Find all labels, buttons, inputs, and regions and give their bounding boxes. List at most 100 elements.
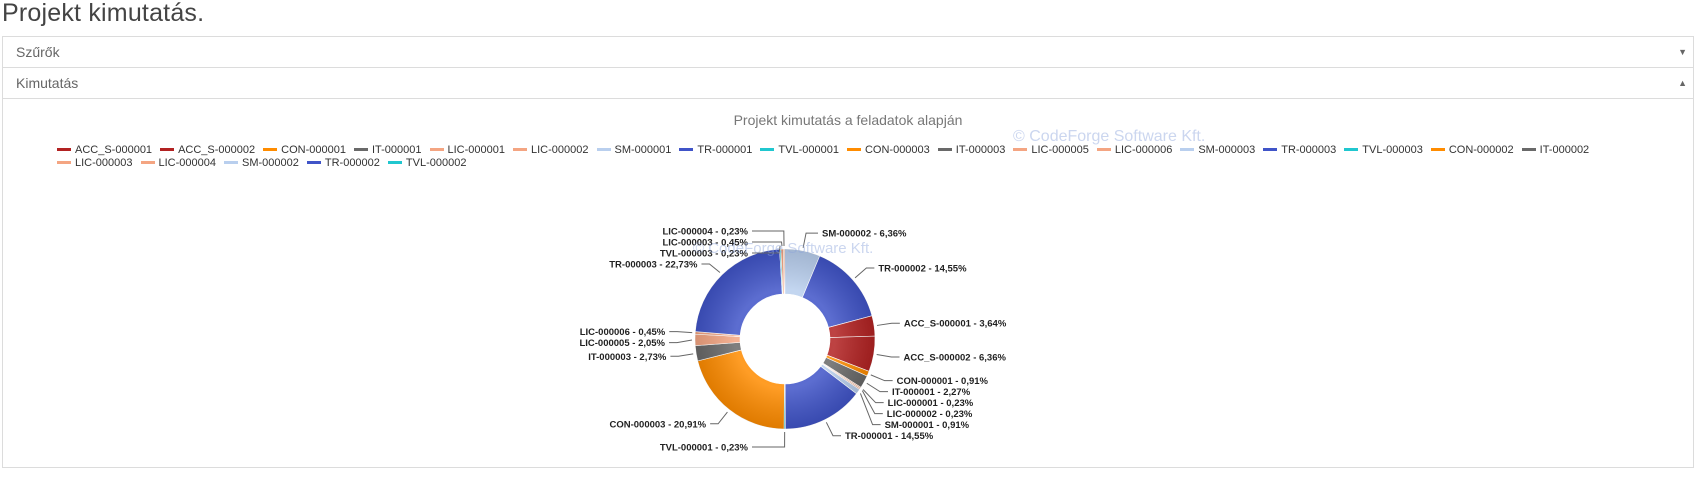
donut-slice-shade: [785, 366, 857, 429]
chevron-down-icon[interactable]: ▼: [1678, 47, 1687, 57]
legend-label: SM-000003: [1198, 144, 1256, 156]
report-panel-header[interactable]: Kimutatás ▲: [3, 68, 1693, 99]
donut-slice-shade: [784, 249, 820, 298]
chevron-up-icon[interactable]: ▲: [1678, 78, 1687, 88]
legend-swatch: [679, 147, 694, 151]
legend-item[interactable]: IT-000001: [353, 144, 422, 157]
data-label: TVL-000003 - 0,23%: [660, 249, 749, 260]
label-leader-line: [866, 382, 888, 393]
legend-label: SM-000001: [614, 144, 672, 156]
legend-swatch: [160, 147, 175, 151]
donut-slice-shade: [820, 364, 860, 394]
data-label: IT-000001 - 2,27%: [892, 387, 971, 398]
legend-label: CON-000002: [1448, 144, 1514, 156]
label-leader-line: [710, 411, 728, 425]
legend-item[interactable]: CON-000002: [1430, 144, 1514, 157]
label-leader-line: [669, 331, 693, 334]
legend-swatch: [760, 147, 775, 151]
legend-swatch: [306, 160, 321, 164]
legend-label: LIC-000004: [158, 157, 217, 169]
label-leader-line: [670, 353, 694, 357]
legend-item[interactable]: IT-000002: [1521, 144, 1590, 157]
donut-slice-shade: [822, 363, 861, 390]
legend-swatch: [1344, 147, 1359, 151]
legend-item[interactable]: TVL-000002: [387, 157, 466, 170]
legend-item[interactable]: SM-000003: [1180, 144, 1255, 157]
legend-item[interactable]: IT-000003: [937, 144, 1006, 157]
legend-label: IT-000003: [955, 144, 1006, 156]
data-label: ACC_S-000001 - 3,64%: [904, 319, 1007, 330]
donut-chart: SM-000002 - 6,36% TR-000002 - 14,55% ACC_S…: [579, 227, 1007, 454]
legend-label: LIC-000006: [1114, 144, 1173, 156]
donut-slice-shade: [822, 357, 868, 388]
donut-slice-shade: [826, 355, 869, 377]
legend-item[interactable]: LIC-000004: [140, 157, 217, 170]
data-label: LIC-000004 - 0,23%: [662, 227, 748, 238]
legend-item[interactable]: CON-000003: [846, 144, 930, 157]
data-label: LIC-000006 - 0,45%: [580, 327, 666, 338]
legend-label: TVL-000003: [1362, 144, 1423, 156]
legend-item[interactable]: SM-000002: [224, 157, 299, 170]
report-panel: Kimutatás ▲ Projekt kimutatás a feladato…: [2, 67, 1694, 468]
legend-swatch: [1180, 147, 1195, 151]
legend-item[interactable]: TR-000001: [679, 144, 752, 157]
legend-label: ACC_S-000001: [75, 144, 153, 156]
legend-swatch: [937, 147, 952, 151]
legend-swatch: [353, 147, 368, 151]
legend-swatch: [387, 160, 402, 164]
filters-panel[interactable]: Szűrők ▼: [2, 36, 1694, 68]
legend-item[interactable]: TVL-000001: [760, 144, 839, 157]
legend-swatch: [57, 160, 71, 164]
data-label: TR-000002 - 14,55%: [878, 263, 967, 274]
legend-label: SM-000002: [242, 157, 299, 169]
legend-swatch: [1521, 147, 1536, 151]
legend-item[interactable]: LIC-000005: [1013, 144, 1089, 157]
legend-swatch: [1013, 147, 1028, 151]
data-label: TR-000001 - 14,55%: [845, 431, 934, 442]
donut-slice-shade: [779, 249, 783, 295]
label-leader-line: [861, 390, 883, 415]
legend-swatch: [429, 147, 444, 151]
data-label: LIC-000005 - 2,05%: [579, 338, 665, 349]
legend-item[interactable]: SM-000001: [596, 144, 672, 157]
legend-label: CON-000003: [864, 144, 930, 156]
data-label: LIC-000001 - 0,23%: [888, 398, 974, 409]
legend-item[interactable]: ACC_S-000001: [57, 144, 152, 157]
legend-swatch: [57, 147, 71, 151]
legend-item[interactable]: LIC-000001: [429, 144, 506, 157]
legend-item[interactable]: LIC-000002: [513, 144, 589, 157]
label-leader-line: [876, 354, 900, 358]
data-label: LIC-000002 - 0,23%: [887, 409, 973, 420]
legend-item[interactable]: CON-000001: [263, 144, 346, 157]
data-label: SM-000002 - 6,36%: [822, 229, 907, 240]
legend-label: CON-000001: [281, 144, 346, 156]
label-leader-line: [752, 230, 785, 247]
label-leader-line: [752, 241, 783, 247]
legend-item[interactable]: TR-000002: [306, 157, 380, 170]
legend-item[interactable]: TVL-000003: [1344, 144, 1423, 157]
data-label: CON-000001 - 0,91%: [897, 376, 989, 387]
label-leader-line: [701, 263, 721, 273]
chart-title: Projekt kimutatás a feladatok alapján: [733, 112, 963, 128]
label-leader-line: [859, 393, 881, 426]
legend-label: LIC-000003: [75, 157, 133, 169]
legend-item[interactable]: LIC-000006: [1096, 144, 1173, 157]
legend-label: IT-000002: [1539, 144, 1590, 156]
data-label: LIC-000003 - 0,45%: [662, 238, 748, 249]
chart-legend: ACC_S-000001 ACC_S-000002 CON-000001 IT-000…: [57, 144, 1677, 170]
donut-slice-shade: [695, 331, 741, 337]
report-panel-title: Kimutatás: [16, 75, 79, 91]
donut-slice-shade: [783, 249, 785, 295]
data-label: SM-000001 - 0,91%: [885, 420, 970, 431]
legend-item[interactable]: ACC_S-000002: [160, 144, 255, 157]
filters-panel-title: Szűrők: [16, 44, 60, 60]
legend-item[interactable]: TR-000003: [1263, 144, 1336, 157]
legend-item[interactable]: LIC-000003: [57, 157, 133, 170]
legend-label: LIC-000001: [447, 144, 506, 156]
donut-slice-shade: [695, 334, 741, 346]
legend-label: TR-000002: [324, 157, 380, 169]
label-leader-line: [752, 431, 786, 448]
label-leader-line: [825, 422, 841, 437]
filters-panel-header[interactable]: Szűrők ▼: [3, 37, 1693, 67]
legend-swatch: [1430, 147, 1445, 151]
